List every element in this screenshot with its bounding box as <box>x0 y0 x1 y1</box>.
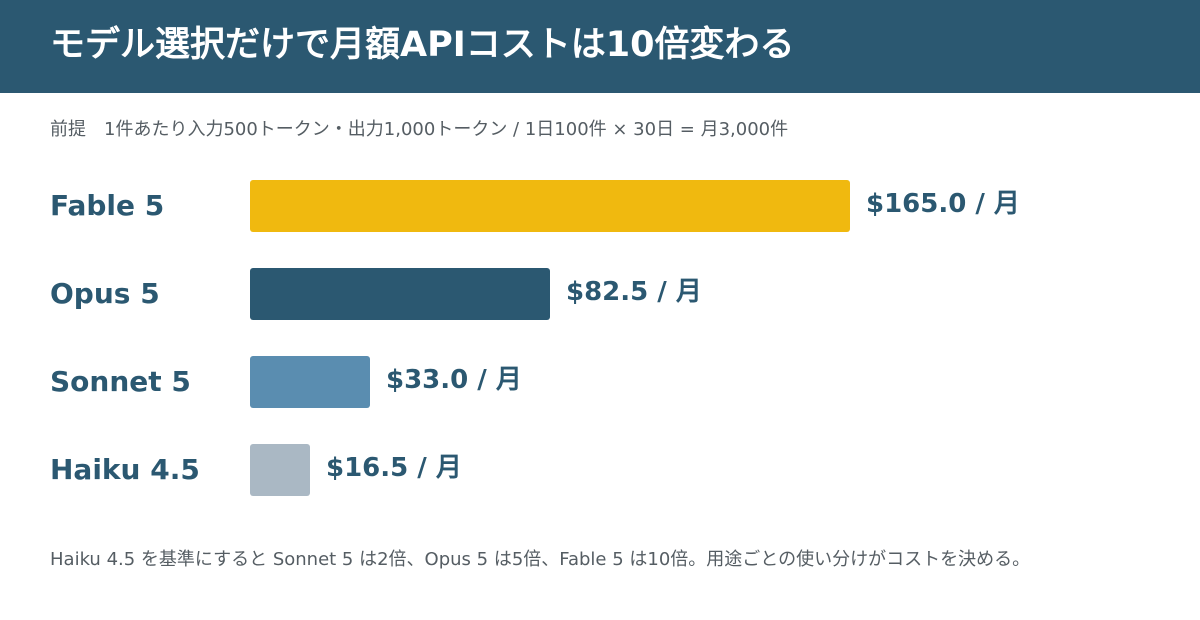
value-label-fable-5: $165.0 / 月 <box>866 189 1020 219</box>
value-label-opus-5: $82.5 / 月 <box>566 277 702 307</box>
page-title: モデル選択だけで月額APIコストは10倍変わる <box>50 25 795 65</box>
bar-sonnet-5 <box>250 356 370 408</box>
premise-text: 前提 1件あたり入力500トークン・出力1,000トークン / 1日100件 ×… <box>50 119 789 140</box>
bar-opus-5 <box>250 268 550 320</box>
model-label-sonnet-5: Sonnet 5 <box>50 365 191 398</box>
model-label-haiku-4-5: Haiku 4.5 <box>50 453 200 486</box>
bar-fable-5 <box>250 180 850 232</box>
model-label-opus-5: Opus 5 <box>50 277 160 310</box>
value-label-haiku-4-5: $16.5 / 月 <box>326 453 462 483</box>
header-banner: モデル選択だけで月額APIコストは10倍変わる <box>0 0 1200 93</box>
value-label-sonnet-5: $33.0 / 月 <box>386 365 522 395</box>
footnote-text: Haiku 4.5 を基準にすると Sonnet 5 は2倍、Opus 5 は5… <box>50 549 1031 570</box>
model-label-fable-5: Fable 5 <box>50 189 165 222</box>
bar-haiku-4-5 <box>250 444 310 496</box>
